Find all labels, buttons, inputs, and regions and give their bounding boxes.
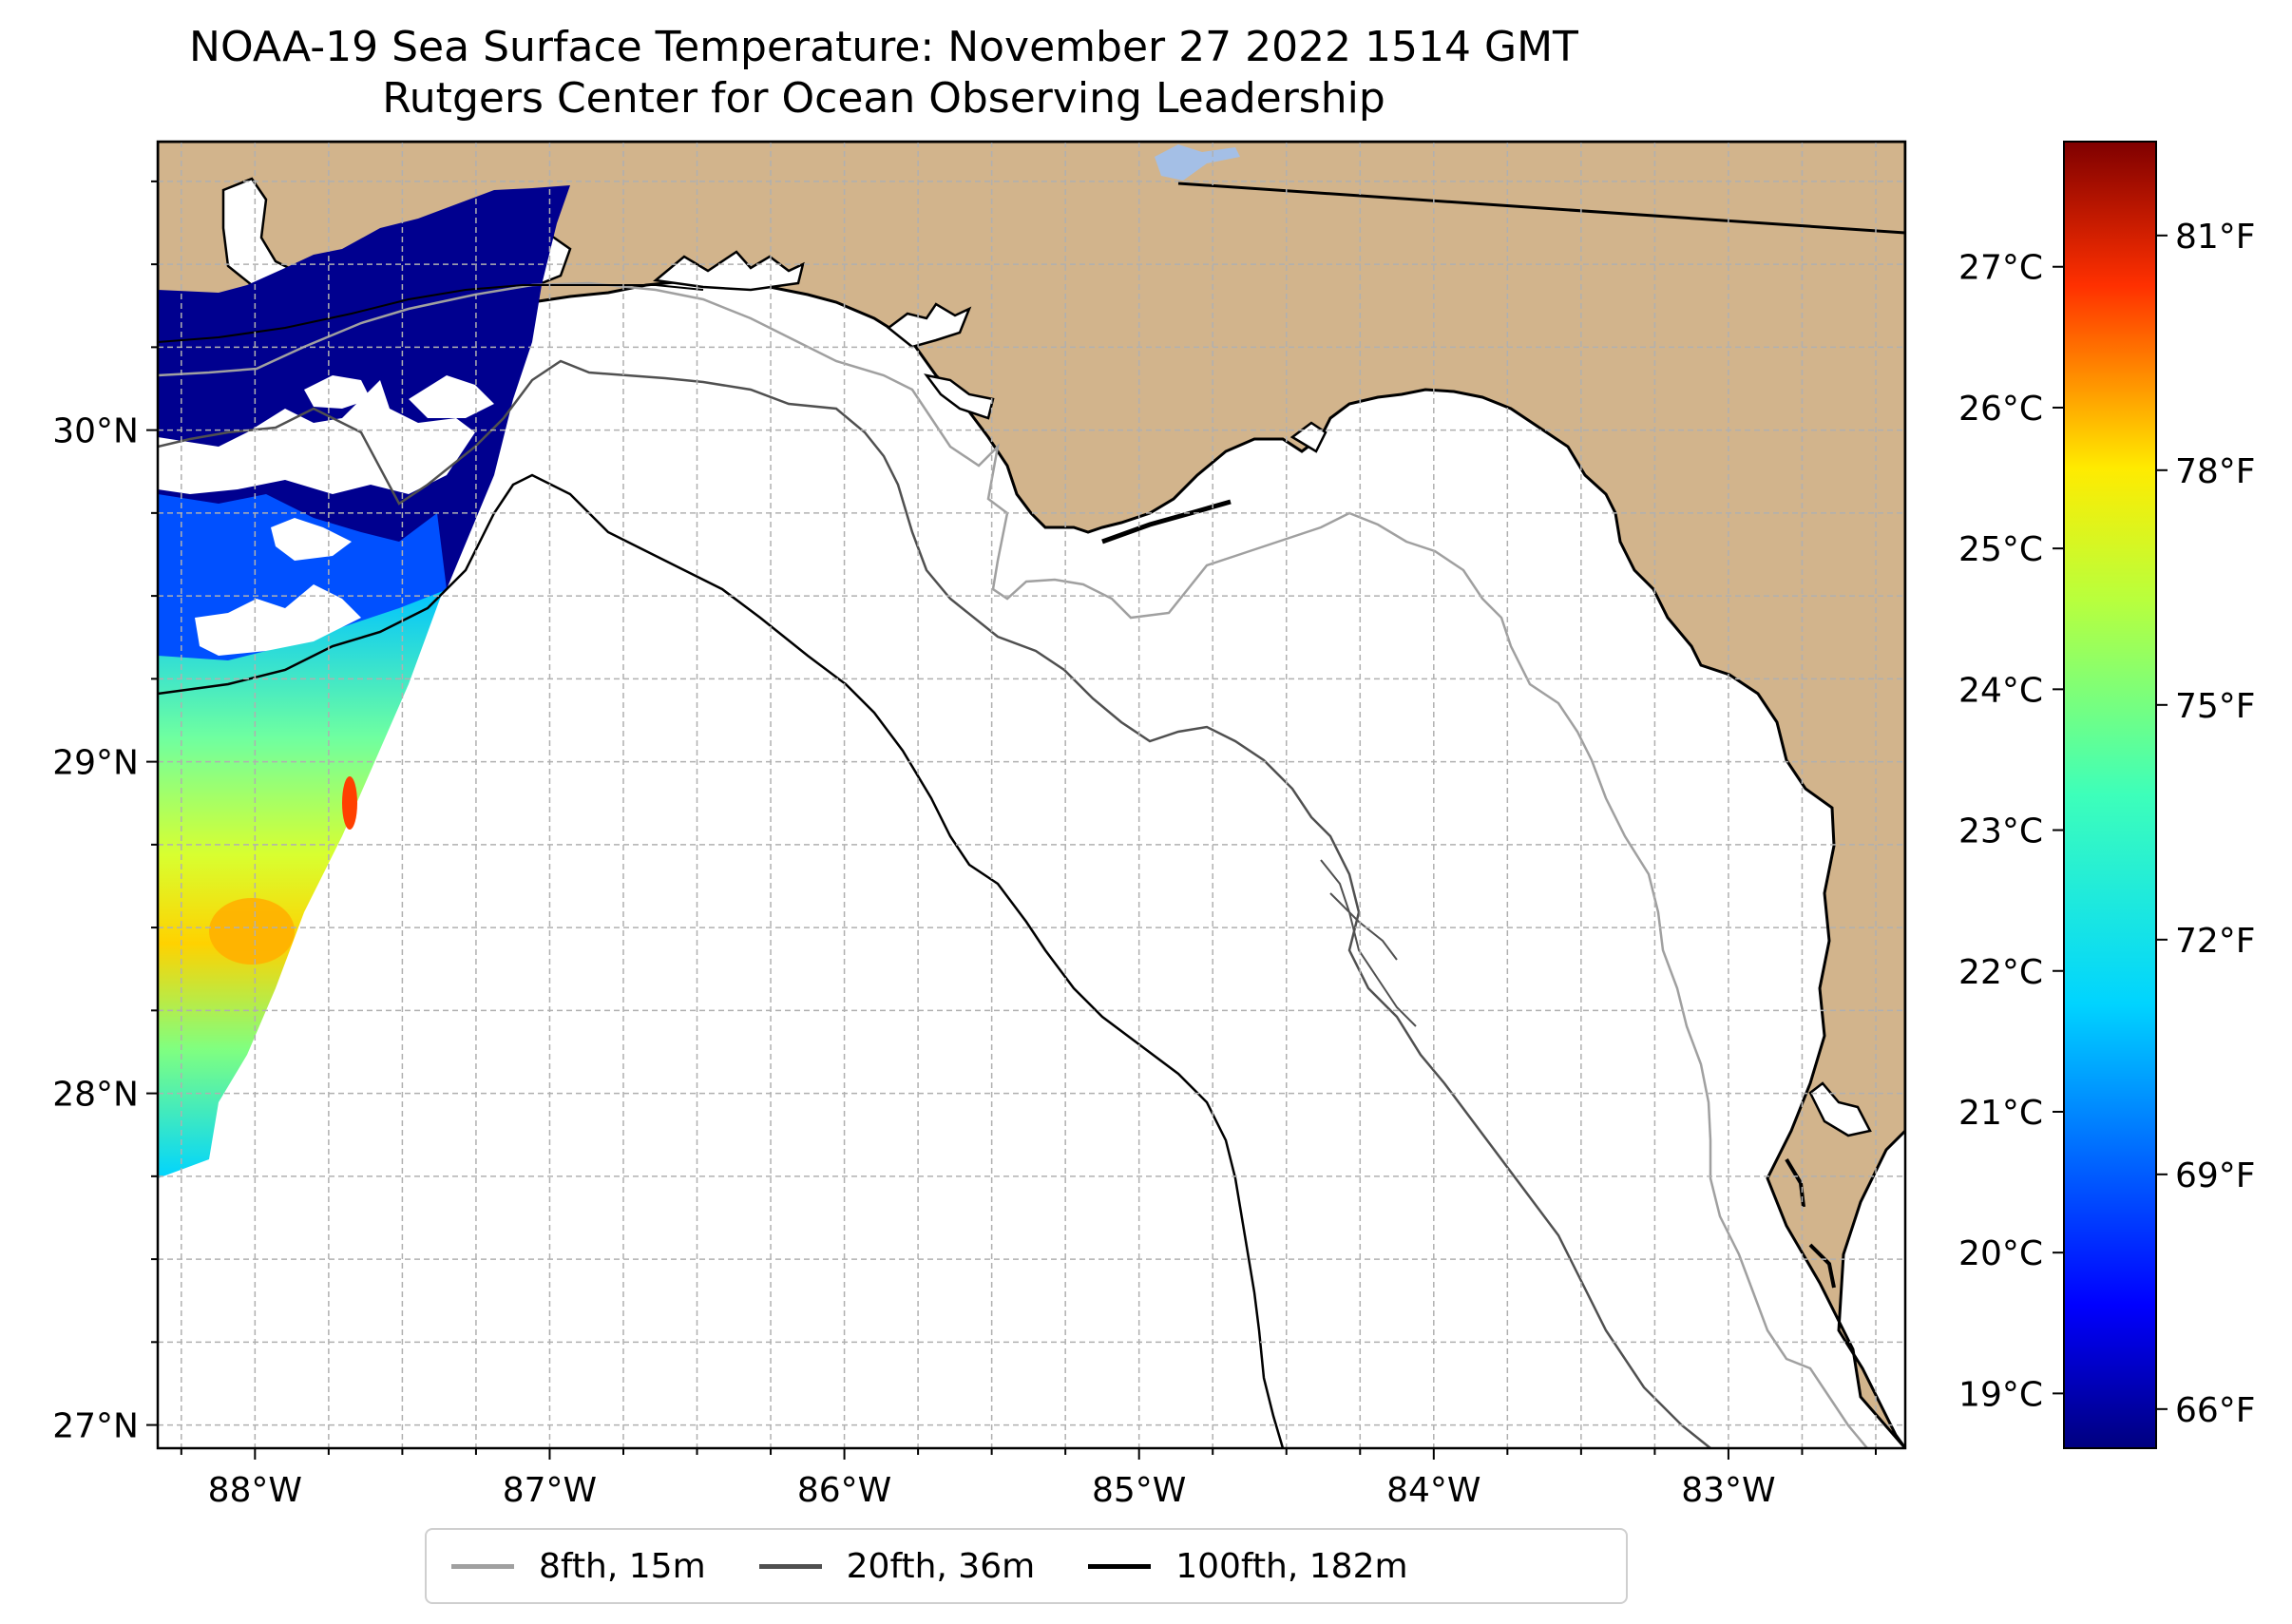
bay	[924, 373, 995, 420]
isobath-8fth	[158, 281, 1868, 1448]
sst-warm-spot	[342, 776, 357, 830]
x-tick-label: 83°W	[1681, 1471, 1775, 1510]
legend-item-8fth: 8fth, 15m	[451, 1547, 706, 1586]
sst-warm-patch	[209, 898, 295, 965]
colorbar-celsius-axis: 19°C 20°C 21°C 22°C 23°C 24°C 25°C 26°C 27°C	[1958, 249, 2064, 1414]
isobath-20fth	[158, 359, 1711, 1448]
legend-item-20fth: 20fth, 36m	[758, 1546, 1036, 1586]
cloud-gap	[158, 380, 475, 494]
legend-item-100fth: 100fth, 182m	[1088, 1546, 1408, 1586]
sst-swath	[158, 185, 570, 1178]
lake	[1155, 144, 1240, 181]
legend-label-8fth: 8fth, 15m	[539, 1546, 706, 1586]
legend: 8fth, 15m 20fth, 36m 100fth, 182m	[425, 1528, 1628, 1604]
chart-title: NOAA-19 Sea Surface Temperature: Novembe…	[189, 23, 1578, 71]
colorbar-gradient	[2063, 141, 2157, 1449]
cloud-gap	[409, 375, 494, 418]
colorbar-celsius-label: 24°C	[1958, 671, 2043, 710]
state-boundary	[1177, 182, 1905, 235]
x-tick-label: 84°W	[1386, 1471, 1480, 1510]
x-tick-label: 85°W	[1092, 1471, 1186, 1510]
x-tick-label: 87°W	[503, 1471, 597, 1510]
map-layers	[158, 142, 1905, 1448]
colorbar-celsius-label: 27°C	[1958, 249, 2043, 288]
x-tick-label: 88°W	[208, 1471, 302, 1510]
bay	[886, 302, 972, 349]
legend-swatch-8fth	[451, 1563, 514, 1569]
isobath-20fth-detail	[1320, 859, 1417, 1027]
y-axis: 27°N 28°N 29°N 30°N	[52, 180, 158, 1446]
gridlines	[158, 142, 1905, 1448]
legend-label-20fth: 20fth, 36m	[846, 1546, 1036, 1586]
coast-island	[1101, 499, 1232, 545]
colorbar-fahrenheit-label: 78°F	[2175, 452, 2256, 491]
y-tick-label: 30°N	[52, 412, 139, 451]
colorbar-celsius-label: 26°C	[1958, 390, 2043, 429]
colorbar: 19°C 20°C 21°C 22°C 23°C 24°C 25°C 26°C 27°C 66°…	[1958, 141, 2256, 1449]
cloud-gap	[304, 375, 371, 409]
cloud-gap	[271, 518, 352, 561]
colorbar-celsius-label: 21°C	[1958, 1094, 2043, 1133]
chart-subtitle: Rutgers Center for Ocean Observing Leade…	[382, 74, 1385, 123]
bay	[1808, 1081, 1872, 1137]
legend-swatch-20fth	[758, 1563, 822, 1569]
colorbar-celsius-label: 23°C	[1958, 812, 2043, 851]
isobath-100fth	[158, 473, 1285, 1448]
cloud-gap	[195, 584, 361, 656]
colorbar-celsius-label: 22°C	[1958, 953, 2043, 992]
colorbar-celsius-label: 19°C	[1958, 1375, 2043, 1414]
colorbar-fahrenheit-axis: 66°F 69°F 72°F 75°F 78°F 81°F	[2156, 218, 2256, 1430]
legend-label-100fth: 100fth, 182m	[1175, 1546, 1408, 1586]
map-frame	[156, 140, 1907, 1450]
colorbar-fahrenheit-label: 69°F	[2175, 1156, 2256, 1195]
colorbar-fahrenheit-label: 81°F	[2175, 218, 2256, 257]
y-tick-label: 29°N	[52, 744, 139, 783]
colorbar-fahrenheit-label: 72°F	[2175, 922, 2256, 961]
x-tick-label: 86°W	[797, 1471, 891, 1510]
sst-open-water-strip	[158, 591, 443, 1178]
x-axis: 88°W 87°W 86°W 85°W 84°W 83°W	[180, 1448, 1877, 1510]
colorbar-fahrenheit-label: 66°F	[2175, 1391, 2256, 1430]
y-tick-label: 27°N	[52, 1407, 139, 1446]
coast-island	[1808, 1243, 1836, 1289]
colorbar-fahrenheit-label: 75°F	[2175, 687, 2256, 726]
colorbar-celsius-label: 25°C	[1958, 530, 2043, 569]
y-tick-label: 28°N	[52, 1076, 139, 1115]
legend-swatch-100fth	[1088, 1563, 1152, 1569]
colorbar-celsius-label: 20°C	[1958, 1234, 2043, 1273]
